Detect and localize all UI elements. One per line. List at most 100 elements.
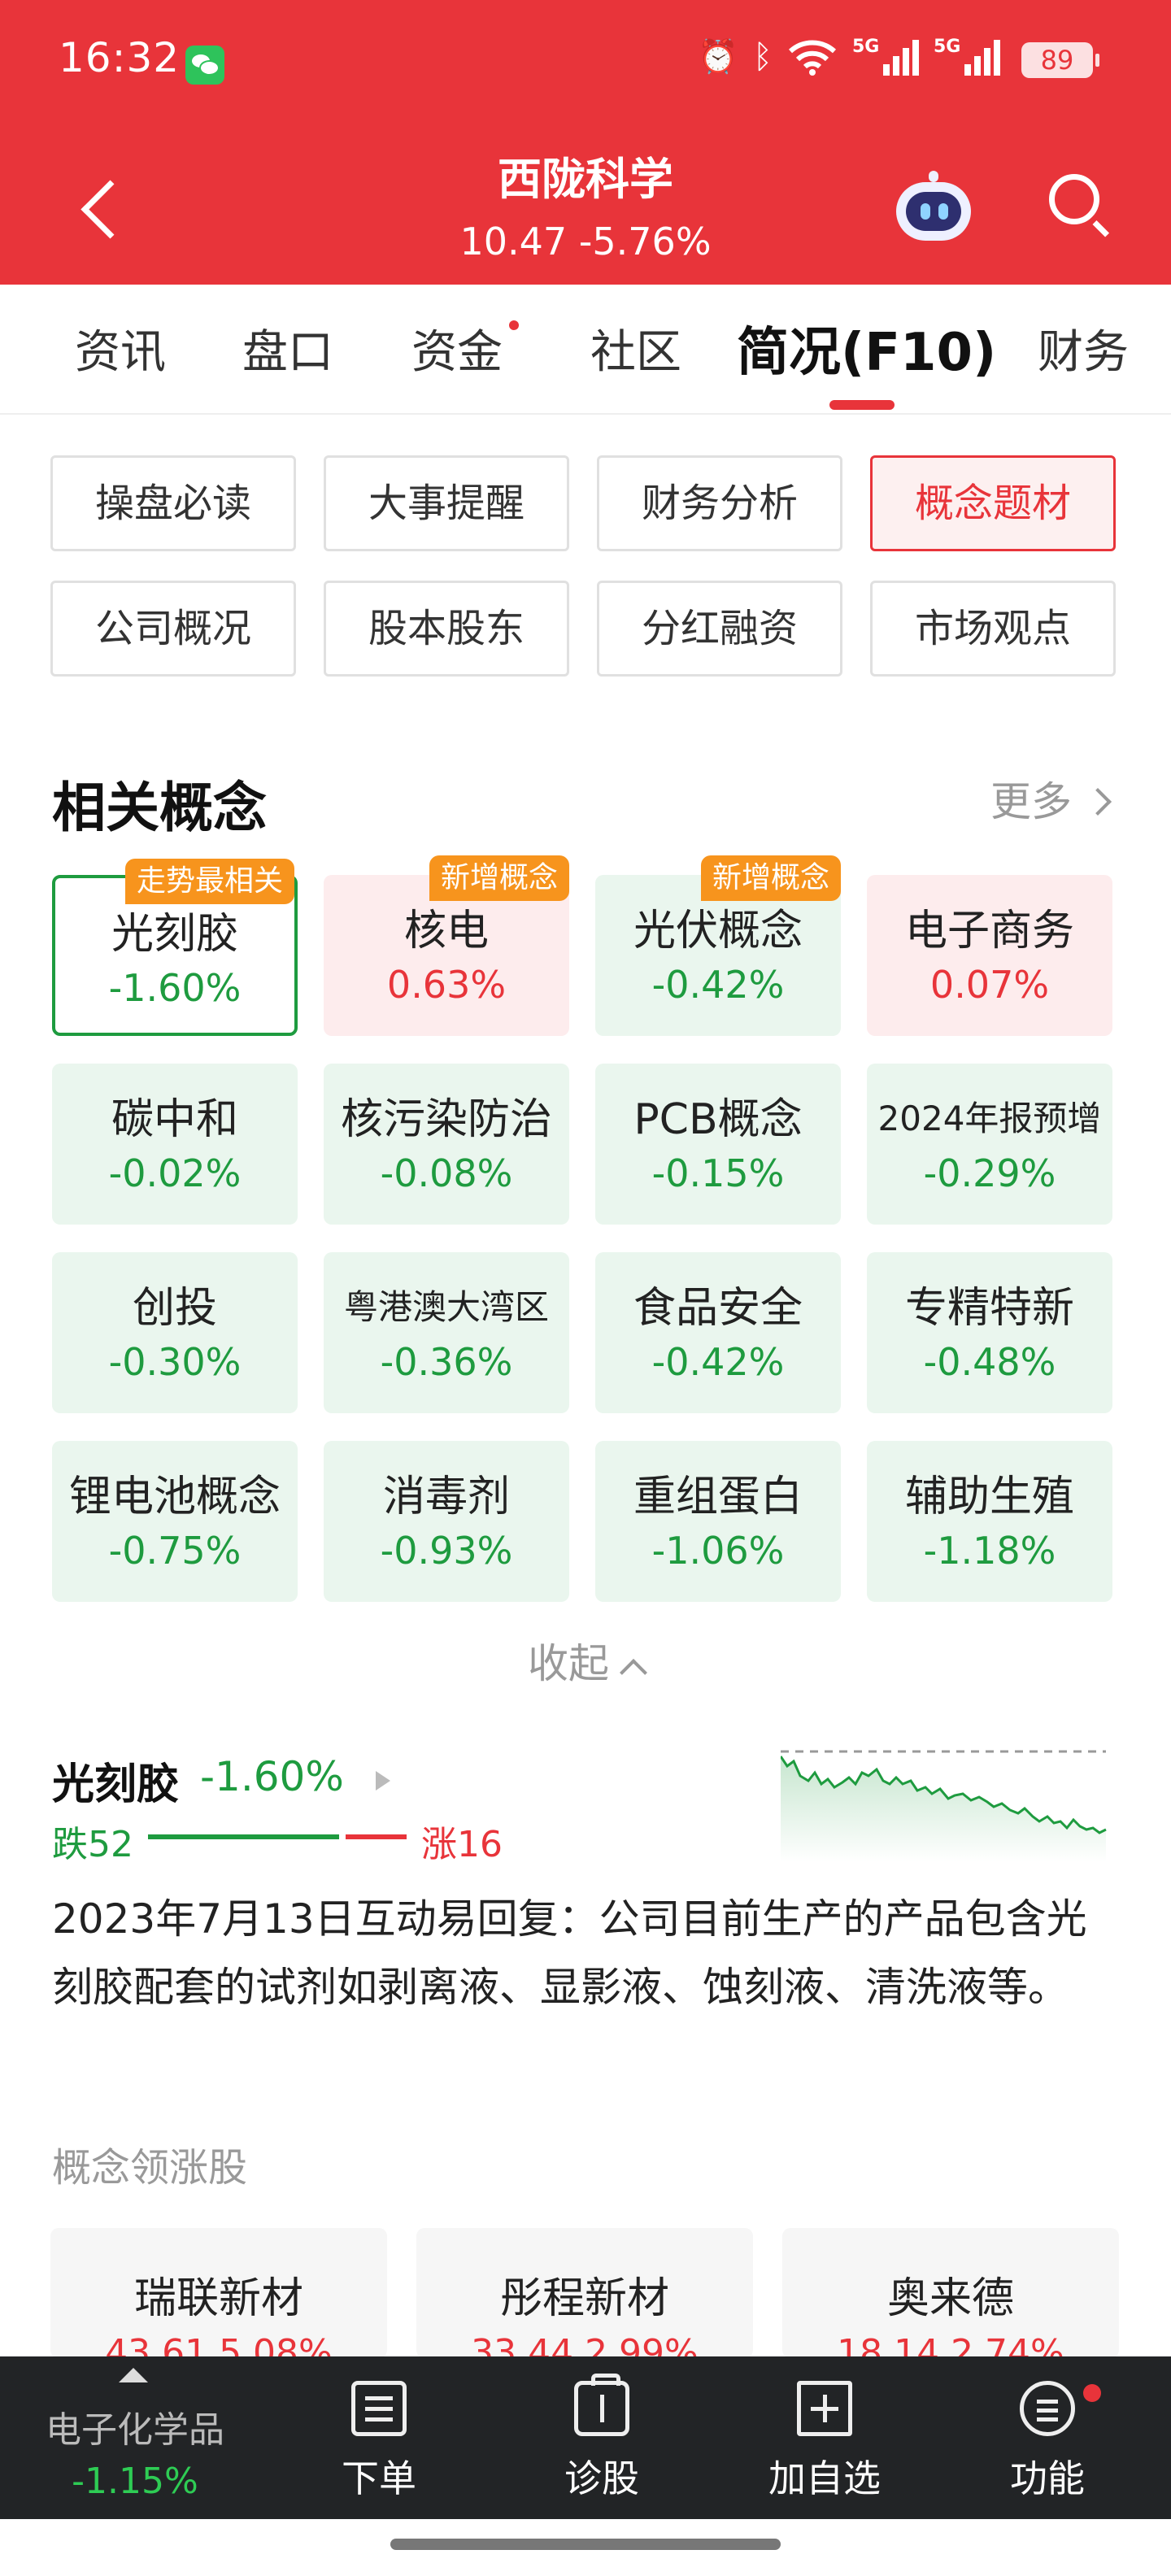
concept-name: PCB概念 bbox=[633, 1095, 803, 1144]
f10-button[interactable]: 公司概况 bbox=[50, 581, 296, 677]
concept-badge: 新增概念 bbox=[700, 855, 841, 901]
concept-name: 光伏概念 bbox=[633, 907, 803, 955]
bluetooth-icon: ᛒ bbox=[753, 37, 773, 76]
home-indicator[interactable] bbox=[390, 2539, 781, 2550]
concept-change: -0.93% bbox=[380, 1529, 513, 1573]
concept-card[interactable]: 食品安全 -0.42% bbox=[595, 1252, 841, 1413]
concept-change: -0.42% bbox=[651, 963, 785, 1007]
concept-card[interactable]: 专精特新 -0.48% bbox=[867, 1252, 1112, 1413]
concept-card[interactable]: 电子商务 0.07% bbox=[867, 875, 1112, 1036]
tab-quote[interactable]: 盘口 bbox=[242, 326, 333, 379]
concept-name: 碳中和 bbox=[111, 1095, 238, 1144]
concept-name: 重组蛋白 bbox=[633, 1473, 803, 1521]
concept-name: 光刻胶 bbox=[111, 910, 238, 959]
concept-card[interactable]: 粤港澳大湾区 -0.36% bbox=[324, 1252, 569, 1413]
concept-description: 2023年7月13日互动易回复：公司目前生产的产品包含光刻胶配套的试剂如剥离液、… bbox=[52, 1895, 1087, 2011]
concept-card[interactable]: 消毒剂 -0.93% bbox=[324, 1441, 569, 1602]
menu-icon bbox=[1020, 2381, 1075, 2436]
stock-name: 西陇科学 bbox=[498, 154, 673, 205]
order-label: 下单 bbox=[342, 2456, 416, 2500]
concept-change: -0.36% bbox=[380, 1340, 513, 1384]
stock-price: 10.47 bbox=[459, 220, 568, 263]
diagnose-button[interactable]: 诊股 bbox=[520, 2356, 683, 2519]
concept-change: -0.08% bbox=[380, 1151, 513, 1195]
concept-card[interactable]: 辅助生殖 -1.18% bbox=[867, 1441, 1112, 1602]
concept-card[interactable]: 碳中和 -0.02% bbox=[52, 1064, 298, 1225]
leader-stock-card[interactable]: 瑞联新材 43.61 5.08% bbox=[50, 2228, 387, 2374]
concept-change: -0.42% bbox=[651, 1340, 785, 1384]
concept-card[interactable]: 光伏概念 -0.42% 新增概念 bbox=[595, 855, 841, 1036]
f10-button[interactable]: 大事提醒 bbox=[324, 455, 569, 551]
top-header: 16:32 ⏰ ᛒ 5G 5G 89 西陇科学 10.47 -5.76% bbox=[0, 0, 1171, 285]
active-tab-indicator bbox=[829, 400, 895, 410]
stock-quote: 10.47 -5.76% bbox=[0, 220, 1171, 263]
search-icon[interactable] bbox=[1049, 174, 1114, 239]
concept-change: -0.48% bbox=[923, 1340, 1056, 1384]
leader-stock-card[interactable]: 彤程新材 33.44 2.99% bbox=[416, 2228, 753, 2374]
f10-button[interactable]: 财务分析 bbox=[597, 455, 842, 551]
f10-button[interactable]: 股本股东 bbox=[324, 581, 569, 677]
tab-news[interactable]: 资讯 bbox=[75, 326, 166, 379]
collapse-button[interactable]: 收起 bbox=[0, 1631, 1171, 1690]
concept-card[interactable]: PCB概念 -0.15% bbox=[595, 1064, 841, 1225]
concept-name: 2024年报预增 bbox=[877, 1099, 1102, 1138]
concept-change: 0.63% bbox=[386, 963, 507, 1007]
expand-up-icon[interactable] bbox=[119, 2368, 148, 2382]
stock-change: -5.76% bbox=[578, 220, 712, 263]
leader-stock-name: 瑞联新材 bbox=[133, 2274, 303, 2323]
concept-change: -0.02% bbox=[108, 1151, 242, 1195]
detail-concept-name[interactable]: 光刻胶 bbox=[52, 1760, 180, 1809]
leader-stock-card[interactable]: 奥来德 18.14 2.74% bbox=[782, 2228, 1119, 2374]
plus-icon bbox=[797, 2381, 852, 2436]
concept-card[interactable]: 锂电池概念 -0.75% bbox=[52, 1441, 298, 1602]
concept-change: -0.30% bbox=[108, 1340, 242, 1384]
more-link[interactable]: 更多 bbox=[990, 769, 1108, 828]
tab-f10[interactable]: 简况(F10) bbox=[737, 323, 997, 383]
f10-button-active[interactable]: 概念题材 bbox=[870, 455, 1116, 551]
concept-change: -0.75% bbox=[108, 1529, 242, 1573]
order-button[interactable]: 下单 bbox=[298, 2356, 460, 2519]
add-watchlist-button[interactable]: 加自选 bbox=[743, 2356, 906, 2519]
concept-name: 粤港澳大湾区 bbox=[343, 1287, 549, 1327]
status-time: 16:32 bbox=[59, 34, 181, 81]
concept-card[interactable]: 创投 -0.30% bbox=[52, 1252, 298, 1413]
sector-name[interactable]: 电子化学品 bbox=[46, 2409, 224, 2451]
concept-card[interactable]: 重组蛋白 -1.06% bbox=[595, 1441, 841, 1602]
detail-concept-change: -1.60% bbox=[200, 1753, 344, 1800]
rises-bar bbox=[346, 1834, 407, 1839]
bottom-toolbar: 电子化学品 -1.15% 下单 诊股 加自选 功能 bbox=[0, 2356, 1171, 2519]
f10-button[interactable]: 分红融资 bbox=[597, 581, 842, 677]
tab-community[interactable]: 社区 bbox=[590, 326, 681, 379]
falls-bar bbox=[148, 1834, 339, 1839]
functions-button[interactable]: 功能 bbox=[966, 2356, 1129, 2519]
concept-sparkline[interactable] bbox=[781, 1748, 1122, 1862]
concept-name: 辅助生殖 bbox=[904, 1473, 1074, 1521]
concept-card[interactable]: 光刻胶 -1.60% 走势最相关 bbox=[52, 859, 298, 1036]
sector-change: -1.15% bbox=[72, 2461, 198, 2502]
concept-name: 锂电池概念 bbox=[68, 1473, 281, 1521]
tab-finance[interactable]: 财务 bbox=[1038, 326, 1129, 379]
leader-stock-name: 奥来德 bbox=[886, 2274, 1014, 2323]
concept-card[interactable]: 核污染防治 -0.08% bbox=[324, 1064, 569, 1225]
f10-button[interactable]: 操盘必读 bbox=[50, 455, 296, 551]
f10-button[interactable]: 市场观点 bbox=[870, 581, 1116, 677]
signal-icon: 5G bbox=[852, 37, 919, 76]
concept-change: -1.18% bbox=[923, 1529, 1056, 1573]
status-icons: ⏰ ᛒ 5G 5G bbox=[698, 37, 1000, 76]
concept-card[interactable]: 2024年报预增 -0.29% bbox=[867, 1064, 1112, 1225]
concept-change: -0.29% bbox=[923, 1151, 1056, 1195]
battery-icon: 89 bbox=[1021, 42, 1099, 78]
concept-name: 核污染防治 bbox=[340, 1095, 552, 1144]
concept-name: 食品安全 bbox=[633, 1284, 803, 1333]
diagnose-icon bbox=[574, 2374, 629, 2436]
concept-card[interactable]: 核电 0.63% 新增概念 bbox=[324, 855, 569, 1036]
robot-assistant-icon[interactable] bbox=[891, 171, 976, 244]
diagnose-label: 诊股 bbox=[564, 2456, 639, 2500]
concept-name: 专精特新 bbox=[904, 1284, 1074, 1333]
add-watchlist-label: 加自选 bbox=[768, 2456, 881, 2500]
tab-funds[interactable]: 资金 bbox=[411, 326, 503, 379]
wifi-icon bbox=[788, 40, 837, 76]
play-icon[interactable] bbox=[376, 1771, 390, 1791]
alarm-icon: ⏰ bbox=[698, 38, 738, 76]
signal-icon: 5G bbox=[934, 37, 1000, 76]
